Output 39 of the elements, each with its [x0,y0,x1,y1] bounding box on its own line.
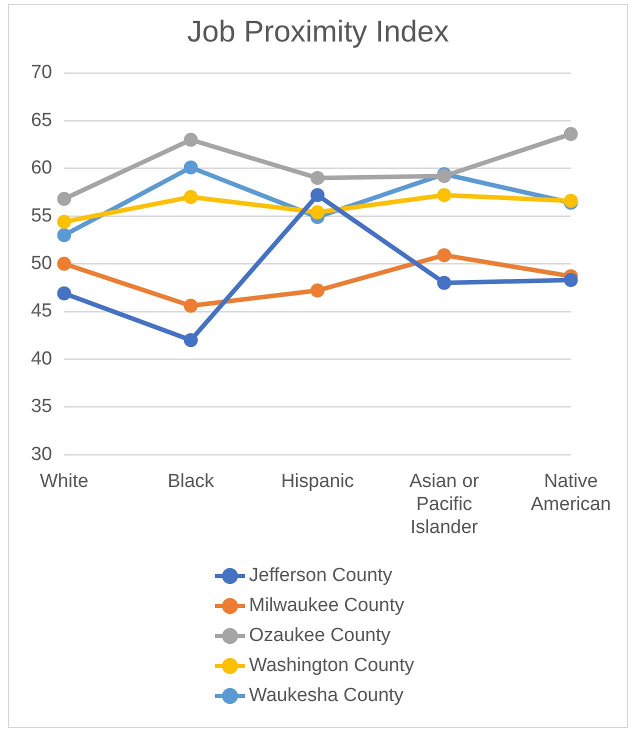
y-tick-label: 60 [30,158,52,179]
point [184,333,198,348]
point [564,127,578,142]
y-tick-label: 35 [30,396,52,418]
point [57,286,72,300]
legend-label: Milwaukee County [249,595,404,617]
x-tick-label: Native American [530,471,611,516]
point [57,214,72,229]
point [564,273,578,288]
y-tick-label: 70 [30,62,52,84]
y-tick-label: 65 [30,110,52,131]
x-tick-label: White [40,471,88,492]
point [184,298,198,313]
point [57,228,72,242]
y-tick-label: 50 [30,253,52,274]
legend-label: Ozaukee County [249,625,391,647]
point [184,160,198,174]
point [437,188,452,202]
point [310,205,325,220]
point [57,192,72,206]
y-tick-label: 40 [30,348,52,370]
point [437,276,452,290]
x-tick-label: Black [168,471,215,492]
x-tick-label: Asian or Pacific Islander [409,471,480,538]
point [184,132,198,147]
chart-title: Job Proximity Index [187,15,449,48]
point [57,256,72,271]
y-tick-label: 30 [30,444,52,465]
legend-label: Waukesha County [249,685,404,707]
point [437,248,452,262]
y-tick-label: 55 [30,205,52,226]
point [310,170,325,185]
legend-label: Jefferson County [249,565,392,587]
x-tick-label: Hispanic [281,471,354,492]
point [310,188,325,202]
point [310,284,325,298]
legend-label: Washington County [249,655,414,677]
point [184,190,198,204]
y-tick-label: 45 [30,300,52,322]
